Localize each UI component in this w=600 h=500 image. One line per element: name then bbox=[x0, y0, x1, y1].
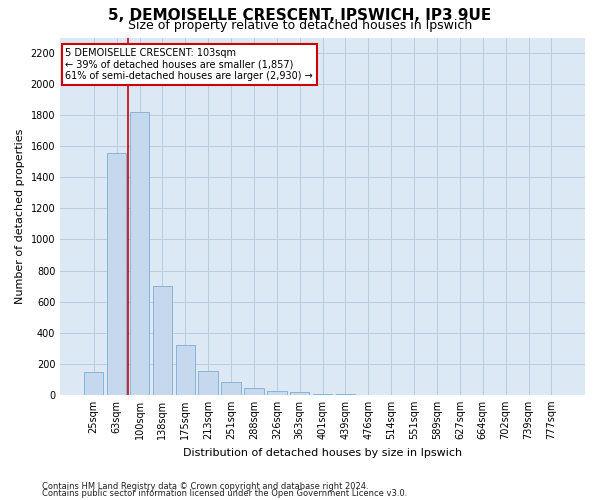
Bar bbox=[313, 394, 332, 395]
Text: 5 DEMOISELLE CRESCENT: 103sqm
← 39% of detached houses are smaller (1,857)
61% o: 5 DEMOISELLE CRESCENT: 103sqm ← 39% of d… bbox=[65, 48, 313, 82]
Bar bbox=[176, 345, 195, 395]
Bar bbox=[199, 370, 218, 395]
Bar bbox=[152, 286, 172, 395]
Text: Contains public sector information licensed under the Open Government Licence v3: Contains public sector information licen… bbox=[42, 489, 407, 498]
Text: Size of property relative to detached houses in Ipswich: Size of property relative to detached ho… bbox=[128, 19, 472, 32]
Bar bbox=[130, 112, 149, 395]
Bar bbox=[221, 382, 241, 395]
Bar bbox=[84, 372, 103, 395]
X-axis label: Distribution of detached houses by size in Ipswich: Distribution of detached houses by size … bbox=[183, 448, 462, 458]
Bar bbox=[267, 390, 287, 395]
Bar bbox=[290, 392, 310, 395]
Text: Contains HM Land Registry data © Crown copyright and database right 2024.: Contains HM Land Registry data © Crown c… bbox=[42, 482, 368, 491]
Text: 5, DEMOISELLE CRESCENT, IPSWICH, IP3 9UE: 5, DEMOISELLE CRESCENT, IPSWICH, IP3 9UE bbox=[109, 8, 491, 22]
Bar bbox=[107, 153, 127, 395]
Y-axis label: Number of detached properties: Number of detached properties bbox=[15, 128, 25, 304]
Bar bbox=[244, 388, 263, 395]
